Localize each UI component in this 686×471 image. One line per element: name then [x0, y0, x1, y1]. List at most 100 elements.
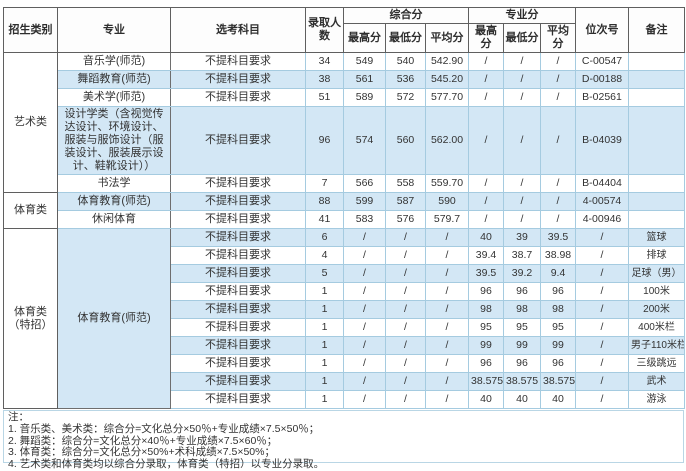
comp-max-cell: 561: [343, 70, 386, 89]
comp-avg-cell: /: [425, 300, 469, 319]
pro-max-cell: 39.4: [468, 246, 504, 265]
subjects-cell: 不提科目要求: [170, 228, 306, 247]
pro-min-cell: /: [503, 174, 541, 193]
header-rank: 位次号: [575, 7, 629, 53]
comp-max-cell: 599: [343, 192, 386, 211]
subjects-cell: 不提科目要求: [170, 264, 306, 283]
subjects-cell: 不提科目要求: [170, 318, 306, 337]
comp-min-cell: /: [385, 354, 426, 373]
header-major-score: 专业分: [468, 7, 576, 24]
rank-cell: /: [575, 318, 629, 337]
note-line: 4. 艺术类和体育类均以综合分录取，体育类（特招）以专业分录取。: [8, 458, 325, 471]
rank-cell: /: [575, 282, 629, 301]
comp-max-cell: 574: [343, 106, 386, 175]
major-cell: 体育教育(师范): [57, 192, 171, 211]
subjects-cell: 不提科目要求: [170, 52, 306, 71]
pro-min-cell: 99: [503, 336, 541, 355]
remark-cell: [628, 52, 685, 71]
subjects-cell: 不提科目要求: [170, 70, 306, 89]
rank-cell: /: [575, 372, 629, 391]
remark-cell: [628, 106, 685, 175]
major-cell: 设计学类（含视觉传达设计、环境设计、服装与服饰设计（服装设计、服装展示设计、鞋靴…: [57, 106, 171, 175]
pro-min-cell: /: [503, 106, 541, 175]
subjects-cell: 不提科目要求: [170, 88, 306, 107]
table-row: 艺术类 音乐学(师范) 不提科目要求 34 549 540 542.90// / C-00547: [3, 52, 685, 193]
table-row: 不提科目要求 1///38.575 38.575 38.575/武术: [4, 372, 685, 391]
pro-max-cell: 40: [468, 390, 504, 409]
count-cell: 88: [305, 192, 344, 211]
rank-cell: /: [575, 390, 629, 409]
pro-min-cell: 96: [503, 282, 541, 301]
admissions-score-page: 招生类别 专业 选考科目 录取人数 综合分 专业分 位次号 备注 最高分 最低分…: [0, 7, 686, 470]
notes-title: 注：: [8, 411, 29, 423]
comp-max-cell: /: [343, 228, 386, 247]
pro-avg-cell: /: [540, 192, 576, 211]
count-cell: 51: [305, 88, 344, 107]
pro-max-cell: /: [468, 174, 504, 193]
rank-cell: C-00547: [575, 52, 629, 71]
count-cell: 1: [305, 354, 344, 373]
remark-cell: 排球: [628, 246, 685, 265]
major-cell: 体育教育(师范): [57, 228, 171, 409]
table-row: 不提科目要求 1///95 95 95/400米栏: [4, 318, 685, 337]
header-count: 录取人数: [305, 7, 344, 53]
comp-max-cell: 549: [343, 52, 386, 71]
pro-max-cell: 95: [468, 318, 504, 337]
comp-min-cell: 587: [385, 192, 426, 211]
remark-cell: 武术: [628, 372, 685, 391]
table-row: 不提科目要求 1///98 98 98/200米: [4, 300, 685, 319]
subjects-cell: 不提科目要求: [170, 246, 306, 265]
rank-cell: /: [575, 228, 629, 247]
count-cell: 1: [305, 336, 344, 355]
comp-avg-cell: 590: [425, 192, 469, 211]
comp-avg-cell: /: [425, 246, 469, 265]
comp-avg-cell: 579.7: [425, 210, 469, 229]
remark-cell: 100米: [628, 282, 685, 301]
pro-min-cell: /: [503, 52, 541, 71]
comp-avg-cell: /: [425, 336, 469, 355]
major-cell: 舞蹈教育(师范): [57, 70, 171, 89]
comp-avg-cell: /: [425, 390, 469, 409]
subjects-cell: 不提科目要求: [170, 390, 306, 409]
pro-max-cell: /: [468, 88, 504, 107]
subjects-cell: 不提科目要求: [170, 336, 306, 355]
comp-min-cell: /: [385, 264, 426, 283]
rank-cell: B-04039: [575, 106, 629, 175]
comp-avg-cell: 542.90: [425, 52, 469, 71]
pro-max-cell: /: [468, 52, 504, 71]
pro-avg-cell: /: [540, 88, 576, 107]
table-header: 招生类别 专业 选考科目 录取人数 综合分 专业分 位次号 备注 最高分 最低分…: [3, 7, 685, 53]
table-row: 不提科目要求 4///39.4 38.7 38.98/排球: [4, 246, 685, 265]
comp-avg-cell: 577.70: [425, 88, 469, 107]
table-row: 体育类 （特招） 体育教育(师范) 不提科目要求 6///40 39 39.5/篮球: [3, 228, 685, 409]
pro-min-cell: 40: [503, 390, 541, 409]
pro-min-cell: 96: [503, 354, 541, 373]
header-pro-min: 最低分: [503, 23, 541, 53]
rank-cell: /: [575, 336, 629, 355]
major-cell: 音乐学(师范): [57, 52, 171, 71]
remark-cell: [628, 88, 685, 107]
subjects-cell: 不提科目要求: [170, 106, 306, 175]
pro-max-cell: 96: [468, 282, 504, 301]
comp-min-cell: /: [385, 282, 426, 301]
remark-cell: 200米: [628, 300, 685, 319]
rank-cell: 4-00946: [575, 210, 629, 229]
comp-max-cell: 583: [343, 210, 386, 229]
comp-max-cell: 566: [343, 174, 386, 193]
comp-min-cell: /: [385, 336, 426, 355]
count-cell: 1: [305, 282, 344, 301]
comp-avg-cell: /: [425, 264, 469, 283]
comp-max-cell: /: [343, 264, 386, 283]
comp-max-cell: /: [343, 282, 386, 301]
pro-max-cell: /: [468, 70, 504, 89]
pro-min-cell: /: [503, 210, 541, 229]
pro-avg-cell: 38.575: [540, 372, 576, 391]
pro-max-cell: 39.5: [468, 264, 504, 283]
pro-avg-cell: 96: [540, 282, 576, 301]
table-body: 艺术类 音乐学(师范) 不提科目要求 34 549 540 542.90// / C-00547…: [3, 52, 685, 409]
comp-max-cell: /: [343, 318, 386, 337]
pro-avg-cell: 9.4: [540, 264, 576, 283]
header-major: 专业: [57, 7, 171, 53]
comp-min-cell: /: [385, 228, 426, 247]
count-cell: 1: [305, 318, 344, 337]
